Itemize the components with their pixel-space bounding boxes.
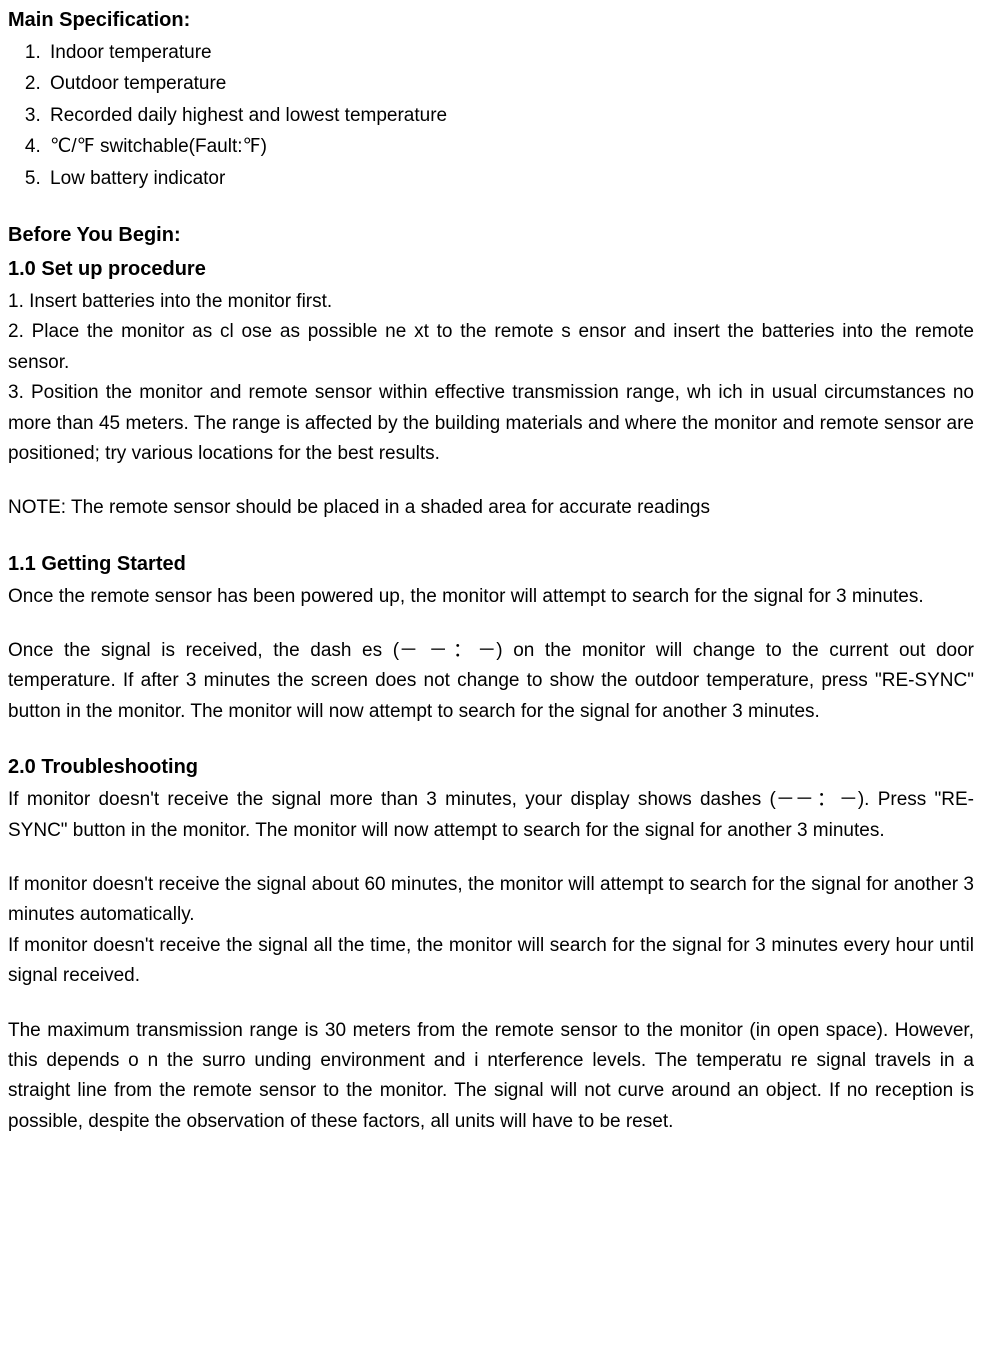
troubleshooting-heading: 2.0 Troubleshooting	[8, 751, 974, 783]
before-begin-heading: Before You Begin:	[8, 219, 974, 251]
main-spec-heading: Main Specification:	[8, 4, 974, 36]
spec-item-5: Low battery indicator	[46, 164, 974, 194]
setup-step-1: 1. Insert batteries into the monitor fir…	[8, 287, 974, 317]
troubleshooting-p1: If monitor doesn't receive the signal mo…	[8, 785, 974, 846]
troubleshooting-p2: If monitor doesn't receive the signal ab…	[8, 870, 974, 931]
setup-heading: 1.0 Set up procedure	[8, 253, 974, 285]
getting-started-p2: Once the signal is received, the dash es…	[8, 636, 974, 727]
spec-item-2: Outdoor temperature	[46, 69, 974, 99]
troubleshooting-p4: The maximum transmission range is 30 met…	[8, 1016, 974, 1138]
setup-note: NOTE: The remote sensor should be placed…	[8, 493, 974, 523]
spec-item-3: Recorded daily highest and lowest temper…	[46, 101, 974, 131]
getting-started-p1: Once the remote sensor has been powered …	[8, 582, 974, 612]
troubleshooting-p3: If monitor doesn't receive the signal al…	[8, 931, 974, 992]
main-spec-list: Indoor temperature Outdoor temperature R…	[8, 38, 974, 194]
getting-started-heading: 1.1 Getting Started	[8, 548, 974, 580]
spec-item-1: Indoor temperature	[46, 38, 974, 68]
spec-item-4: ℃/℉ switchable(Fault:℉)	[46, 132, 974, 162]
setup-step-3: 3. Position the monitor and remote senso…	[8, 378, 974, 469]
setup-step-2: 2. Place the monitor as cl ose as possib…	[8, 317, 974, 378]
